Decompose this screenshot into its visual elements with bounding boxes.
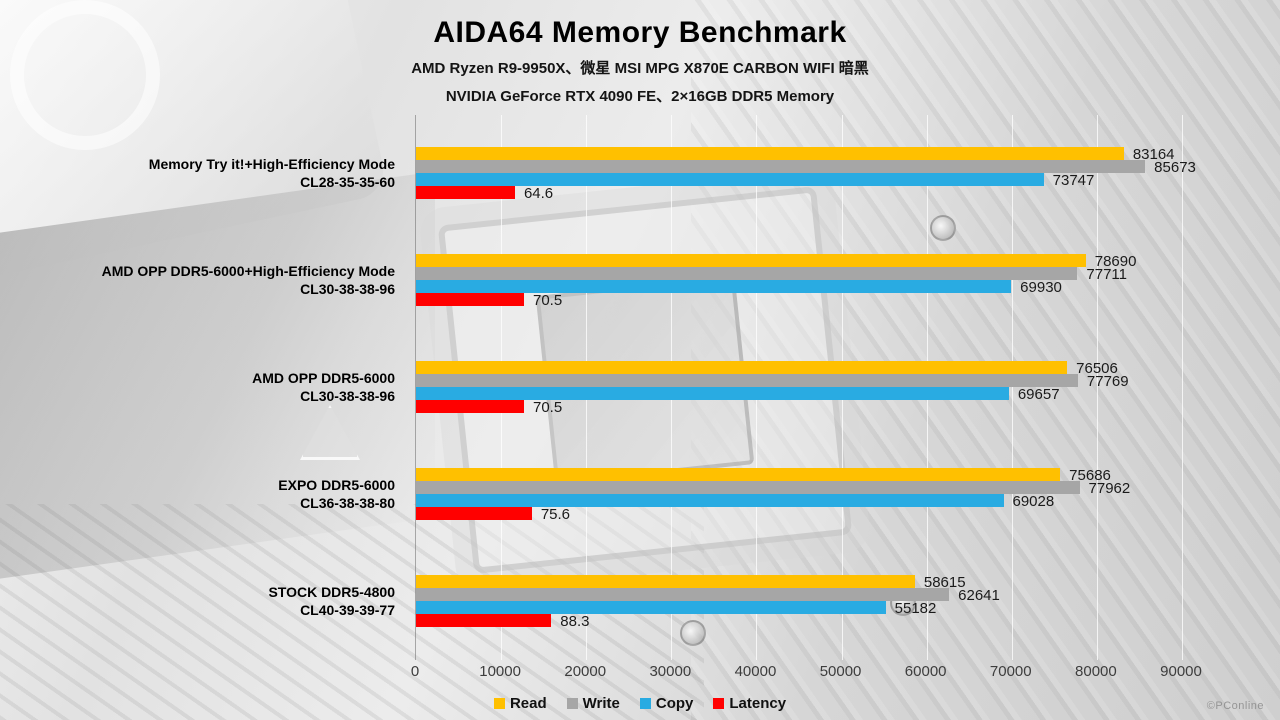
bar-group-3: 75686 77962 69028 75.6	[416, 467, 1181, 523]
bar-latency-0	[416, 186, 515, 199]
legend-label-write: Write	[582, 695, 620, 712]
legend-item-copy: Copy	[639, 695, 694, 712]
bar-value-latency-1: 70.5	[533, 292, 563, 309]
bar-copy-2	[416, 387, 1009, 400]
plot-area: 83164 85673 73747 64.6 78690 77711 69930 70.5 76…	[415, 115, 1196, 660]
title-block: AIDA64 Memory Benchmark AMD Ryzen R9-995…	[0, 16, 1280, 106]
legend-swatch-latency	[713, 698, 725, 709]
bar-value-read-0: 83164	[1132, 146, 1175, 163]
gridline-70000	[1011, 115, 1013, 660]
bar-group-1: 78690 77711 69930 70.5	[416, 253, 1181, 309]
category-label-line: STOCK DDR5-4800	[268, 584, 395, 600]
legend-label-latency: Latency	[729, 695, 787, 712]
bar-value-latency-3: 75.6	[540, 506, 571, 523]
bar-value-copy-4: 55182	[894, 600, 937, 617]
bar-write-0	[416, 160, 1146, 173]
bar-copy-3	[416, 494, 1004, 507]
bar-value-read-4: 58615	[923, 574, 966, 591]
chart-subtitle-1: AMD Ryzen R9-9950X、微星 MSI MPG X870E CARB…	[411, 60, 869, 77]
bar-read-0	[416, 147, 1124, 160]
bar-read-4	[416, 575, 915, 588]
category-label-0: Memory Try it!+High-Efficiency Mode CL28-…	[0, 155, 395, 191]
category-label-2: AMD OPP DDR5-6000 CL30-38-38-96	[0, 369, 395, 405]
category-label-line: CL28-35-35-60	[300, 174, 395, 190]
chart-legend: Read Write Copy Latency	[0, 695, 1280, 712]
bar-read-1	[416, 254, 1086, 267]
bar-latency-2	[416, 400, 524, 413]
category-label-3: EXPO DDR5-6000 CL36-38-38-80	[0, 476, 395, 512]
x-tick-label-70000: 70000	[989, 663, 1032, 680]
legend-label-read: Read	[509, 695, 547, 712]
x-tick-label-20000: 20000	[564, 663, 607, 680]
bar-value-read-1: 78690	[1094, 253, 1137, 270]
bar-read-2	[416, 361, 1068, 374]
bar-group-0: 83164 85673 73747 64.6	[416, 146, 1196, 202]
x-tick-label-10000: 10000	[479, 663, 521, 680]
bar-read-3	[416, 468, 1061, 481]
x-tick-label-80000: 80000	[1075, 663, 1117, 680]
bar-latency-1	[416, 293, 524, 306]
x-tick-label-40000: 40000	[734, 663, 777, 680]
x-tick-label-50000: 50000	[819, 663, 862, 680]
bar-copy-0	[416, 173, 1044, 186]
bar-value-write-4: 62641	[958, 587, 1000, 604]
category-label-4: STOCK DDR5-4800 CL40-39-39-77	[0, 583, 395, 619]
bar-copy-4	[416, 601, 886, 614]
bar-value-copy-0: 73747	[1052, 172, 1095, 189]
category-label-line: EXPO DDR5-6000	[278, 477, 395, 493]
category-label-line: AMD OPP DDR5-6000+High-Efficiency Mode	[101, 263, 395, 279]
bar-write-3	[416, 481, 1080, 494]
legend-item-write: Write	[566, 695, 620, 712]
legend-swatch-read	[493, 698, 505, 709]
bar-value-copy-3: 69028	[1012, 493, 1055, 510]
x-tick-label-60000: 60000	[904, 663, 947, 680]
bar-write-1	[416, 267, 1078, 280]
x-axis-tick-labels: 0 10000 20000 30000 40000 50000 60000 70000 8000…	[411, 663, 1202, 683]
legend-label-copy: Copy	[655, 695, 694, 712]
x-tick-label-0: 0	[410, 663, 420, 680]
bar-latency-4	[416, 614, 552, 627]
x-tick-label-90000: 90000	[1160, 663, 1202, 680]
category-label-line: Memory Try it!+High-Efficiency Mode	[148, 156, 395, 172]
chart-subtitle-2: NVIDIA GeForce RTX 4090 FE、2×16GB DDR5 M…	[445, 88, 835, 105]
bar-value-copy-1: 69930	[1020, 279, 1062, 296]
bar-value-write-0: 85673	[1154, 159, 1196, 176]
x-tick-label-30000: 30000	[649, 663, 692, 680]
legend-swatch-write	[566, 698, 578, 709]
gridline-80000	[1096, 115, 1098, 660]
bar-value-latency-4: 88.3	[560, 613, 590, 630]
bar-write-4	[416, 588, 950, 601]
category-label-line: CL30-38-38-96	[300, 281, 395, 297]
bar-value-write-3: 77962	[1088, 480, 1131, 497]
category-axis-labels: Memory Try it!+High-Efficiency Mode CL28-…	[0, 115, 405, 660]
bar-value-read-2: 76506	[1076, 360, 1118, 377]
bar-value-copy-2: 69657	[1017, 386, 1060, 403]
bar-copy-1	[416, 280, 1012, 293]
bar-value-read-3: 75686	[1069, 467, 1111, 484]
bar-group-2: 76506 77769 69657 70.5	[416, 360, 1181, 416]
watermark: ©PConline	[1206, 700, 1264, 712]
chart-title: AIDA64 Memory Benchmark	[433, 16, 847, 49]
bar-write-2	[416, 374, 1078, 387]
bar-group-4: 58615 62641 55182 88.3	[416, 574, 1181, 630]
bar-value-write-1: 77711	[1086, 266, 1128, 283]
category-label-1: AMD OPP DDR5-6000+High-Efficiency Mode CL…	[0, 262, 395, 298]
bar-value-latency-2: 70.5	[533, 399, 563, 416]
gridline-90000	[1182, 115, 1183, 660]
legend-swatch-copy	[639, 698, 651, 709]
bar-value-write-2: 77769	[1086, 373, 1129, 390]
legend-item-latency: Latency	[713, 695, 786, 712]
legend-item-read: Read	[493, 695, 547, 712]
category-label-line: AMD OPP DDR5-6000	[252, 370, 395, 386]
category-label-line: CL36-38-38-80	[300, 495, 395, 511]
category-label-line: CL30-38-38-96	[300, 388, 395, 404]
bar-value-latency-0: 64.6	[523, 185, 554, 202]
bar-latency-3	[416, 507, 532, 520]
category-label-line: CL40-39-39-77	[300, 602, 395, 618]
